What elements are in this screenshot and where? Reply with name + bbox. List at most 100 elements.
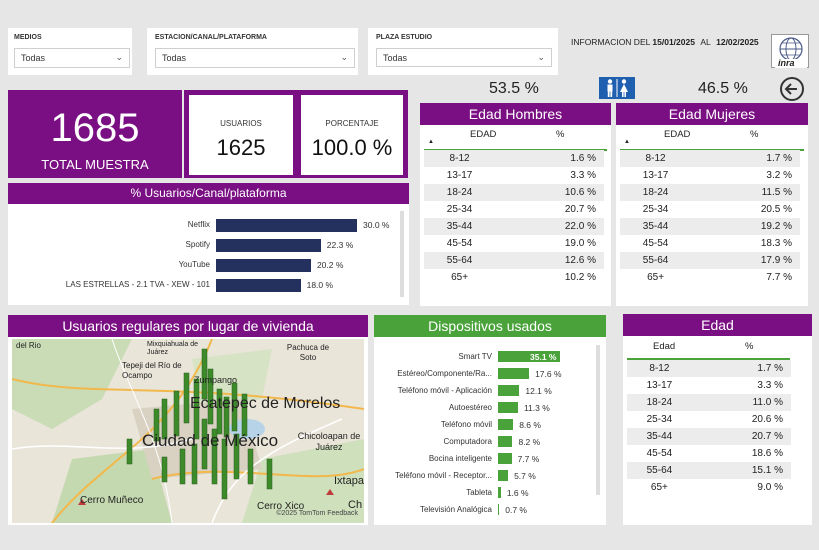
mujeres-title: Edad Mujeres [616,103,808,125]
age-percent: 3.2 % [766,170,792,181]
medios-select[interactable]: Todas ⌄ [14,48,130,68]
age-range: 55-64 [424,252,496,269]
plaza-select[interactable]: Todas ⌄ [376,48,552,67]
total-value: 1685 [50,106,140,150]
table-row: 18-24 11.5 % [620,184,800,201]
map-label-g: Ciudad de México [142,431,279,450]
age-range: 8-12 [620,150,692,167]
age-range: 55-64 [627,462,692,479]
canal-chart: % Usuarios/Canal/plataforma Netflix 30.0 … [8,183,409,305]
sort-icon[interactable]: ▲ [428,139,434,145]
table-row: 55-64 17.9 % [620,252,800,269]
sort-icon[interactable]: ▲ [624,139,630,145]
edad-col-pct: % [745,341,754,352]
map-label-h: Chicoloapan de Juárez [297,431,361,452]
age-range: 45-54 [646,448,673,459]
age-range: 65+ [650,482,668,493]
canal-title: % Usuarios/Canal/plataforma [8,183,409,204]
porcentaje-value: 100.0 % [311,135,393,160]
age-range: 65+ [647,272,665,283]
age-range: 45-54 [446,238,473,249]
table-row: 8-12 1.6 % [424,150,604,167]
device-value: 5.7 % [514,471,536,481]
mujeres-col-edad: EDAD [664,129,691,140]
canal-bar[interactable] [216,279,301,292]
table-row: 18-24 10.6 % [424,184,604,201]
canal-bar-label: Netflix [187,220,210,229]
canal-scrollbar[interactable] [400,211,404,297]
age-percent: 3.3 % [570,170,596,181]
table-row: 13-17 3.3 % [424,167,604,184]
table-row: 25-34 20.7 % [424,201,604,218]
device-value: 8.2 % [518,437,541,447]
table-row: 55-64 15.1 % [627,462,791,479]
info-prefix: INFORMACION DEL [571,37,651,47]
canal-bar[interactable] [216,219,357,232]
plaza-value: Todas [383,53,408,63]
device-bar[interactable] [498,385,520,396]
age-percent: 18.6 % [751,448,783,459]
map-label-l: Ch [348,499,363,511]
age-percent: 9.0 % [757,482,783,493]
map-label-e: Zumpango [194,375,238,385]
mujeres-col-pct: % [750,129,759,140]
device-bar[interactable] [498,470,509,481]
age-percent: 10.6 % [495,184,604,201]
hombres-panel: Edad Hombres EDAD % ▲ 8-12 1.6 % 13-17 3.3 … [420,103,611,306]
dispositivos-title: Dispositivos usados [374,315,606,337]
usuarios-value: 1625 [216,135,266,160]
estacion-filter: ESTACION/CANAL/PLATAFORMA Todas ⌄ [147,28,358,75]
device-bar[interactable] [498,487,501,498]
age-percent: 20.6 % [751,414,783,425]
device-value: 8.6 % [519,420,541,430]
canal-bar-label: LAS ESTRELLAS - 2.1 TVA - XEW - 101 [65,280,210,289]
estacion-select[interactable]: Todas ⌄ [155,48,355,68]
age-percent: 17.9 % [691,252,800,269]
device-bar[interactable] [498,436,513,447]
table-row: 35-44 22.0 % [424,218,604,235]
device-bar[interactable] [498,504,500,515]
age-percent: 10.2 % [564,272,596,283]
table-row: 65+ 10.2 % [424,269,604,286]
device-label: Tableta [466,488,492,497]
device-bar[interactable] [498,402,518,413]
mujeres-panel: Edad Mujeres EDAD % ▲ 8-12 1.7 % 13-17 3.2 … [616,103,808,306]
age-percent: 19.0 % [564,238,596,249]
map-credit: ©2025 TomTom Feedback [276,510,358,517]
info-to: 12/02/2025 [716,37,759,47]
age-percent: 12.6 % [495,252,604,269]
age-range: 35-44 [424,218,496,235]
age-range: 8-12 [627,360,692,377]
back-arrow-icon[interactable] [780,77,804,101]
porcentaje-label: PORCENTAJE [325,119,379,128]
device-bar[interactable] [498,419,514,430]
map-canvas[interactable]: del Rio Mixquiahuala de Juárez Pachuca d… [12,339,364,523]
inra-logo: inra [771,34,809,68]
hombres-col-edad: EDAD [470,129,497,140]
plaza-filter: PLAZA ESTUDIO Todas ⌄ [368,28,558,75]
device-label: Smart TV [458,352,492,361]
device-bar[interactable] [498,351,560,362]
age-percent: 15.1 % [691,462,791,479]
canal-bar-value: 22.3 % [326,240,354,250]
map-label-d: Tepeji del Río de Ocampo [122,361,182,380]
age-percent: 18.3 % [760,238,792,249]
canal-bar[interactable] [216,239,321,252]
table-row: 55-64 12.6 % [424,252,604,269]
table-row: 18-24 11.0 % [627,394,791,411]
device-label: Computadora [443,437,492,446]
age-range: 25-34 [642,204,669,215]
usuarios-label: USUARIOS [220,119,262,128]
map-label-i: Cerro Muñeco [80,495,144,506]
device-label: Teléfono móvil - Receptor... [395,471,492,480]
table-row: 45-54 18.6 % [627,445,791,462]
canal-bar-value: 18.0 % [306,280,334,290]
device-bar[interactable] [498,368,530,379]
edad-divider [627,358,790,360]
device-bar[interactable] [498,453,512,464]
device-value: 7.7 % [517,454,540,464]
age-range: 18-24 [620,184,692,201]
age-percent: 1.6 % [495,150,604,167]
canal-bar[interactable] [216,259,311,272]
dispositivos-scrollbar[interactable] [596,345,600,495]
